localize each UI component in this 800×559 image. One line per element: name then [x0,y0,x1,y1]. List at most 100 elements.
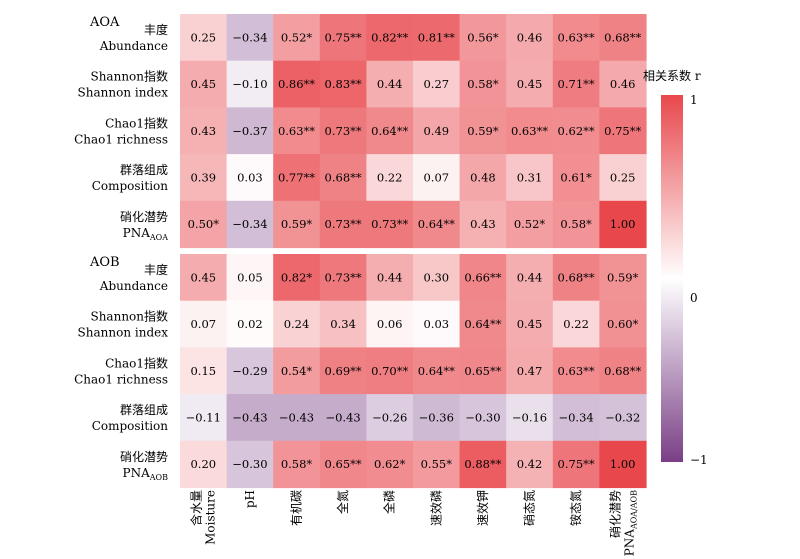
heatmap-cell [552,154,600,202]
cell-value-label: 0.15 [190,364,216,378]
heatmap-cell [319,200,367,249]
cell-value-label: 0.48 [470,171,496,185]
row-label-cn: Chao1指数 [105,115,168,130]
column-label-en: Moisture [203,490,217,545]
heatmap-cell [319,107,367,155]
colorbar-tick-min: −1 [690,453,708,467]
heatmap-cell [319,14,367,62]
cell-value-label: 0.63** [558,364,595,378]
heatmap-cell [599,154,647,202]
cell-value-label: −0.10 [232,77,267,91]
cell-value-label: 0.43 [190,124,216,138]
cell-value-label: 0.64** [464,317,501,331]
heatmap-cell [506,440,554,489]
cell-value-label: 0.02 [237,317,263,331]
heatmap-cell [506,347,554,395]
cell-value-label: 0.25 [610,171,636,185]
heatmap-cell [180,154,228,202]
column-label: pH [243,490,257,508]
heatmap-cell [599,14,647,62]
cell-value-label: −0.32 [605,411,640,425]
column-label: 有机碳 [290,490,304,526]
heatmap-cell [366,200,414,249]
cell-value-label: −0.30 [465,411,500,425]
heatmap-cell [413,60,461,108]
cell-value-label: 0.55* [421,457,453,471]
heatmap-cell [552,440,600,489]
row-label-cn: 硝化潜势 [120,450,168,464]
heatmap-cell [273,347,321,395]
heatmap-cell [459,300,507,348]
heatmap-cell [413,107,461,155]
cell-value-label: 0.73** [325,270,362,284]
row-label-en: Composition [92,419,169,433]
cell-value-label: −0.34 [232,217,267,231]
cell-value-label: 0.73** [325,124,362,138]
heatmap-row: Shannon指数 Shannon index 0.45 −0.10 0.86** 0.8… [78,60,647,108]
heatmap-cell [319,440,367,489]
cell-value-label: 0.68** [604,364,641,378]
heatmap-cell [226,107,274,155]
heatmap-cell [552,347,600,395]
column-label-en: pH [243,490,257,508]
column-label-en: PNAAOA/AOB [623,490,639,556]
cell-value-label: 0.65** [464,364,501,378]
row-label-cn: 硝化潜势 [120,210,168,224]
column-label-cn: 全氮 [335,490,350,514]
heatmap-cell [552,107,600,155]
cell-value-label: 0.59* [607,270,639,284]
heatmap-cell [273,394,321,442]
heatmap-cell [273,107,321,155]
heatmap-cell [366,60,414,108]
cell-value-label: 0.59* [467,124,499,138]
row-label-cn: Shannon指数 [90,69,168,84]
cell-value-label: 0.66** [464,270,501,284]
heatmap-row: 硝化潜势 PNAAOA 0.50* −0.34 0.59* 0.73** 0.73** 0.6… [120,200,647,249]
heatmap-cell [506,107,554,155]
cell-value-label: 0.54* [281,364,313,378]
cell-value-label: 0.69** [325,364,362,378]
column-label: 速效磷 [428,490,443,526]
row-label-en: Abundance [99,39,168,53]
heatmap-cell [459,440,507,489]
row-label-en: Shannon index [78,326,169,340]
row-label-cn: 丰度 [144,22,168,37]
heatmap-panels: AOA 丰度 Abundance 0.25 −0.34 0.52* 0.75** 0.82**… [74,14,647,489]
heatmap-cell [226,60,274,108]
heatmap-cell [459,14,507,62]
cell-value-label: 0.49 [423,124,449,138]
heatmap-cell [506,254,554,302]
column-label: 速效钾 [475,490,490,526]
subscript: AOA [149,233,168,242]
heatmap-row: Chao1指数 Chao1 richness 0.43 −0.37 0.63** 0.73… [74,107,647,155]
column-label: 硝态氮 [522,490,537,526]
heatmap-row: 丰度 Abundance 0.25 −0.34 0.52* 0.75** 0.82** 0.8… [99,14,647,62]
heatmap-cell [273,440,321,489]
cell-value-label: 0.68** [558,270,595,284]
heatmap-cell [413,394,461,442]
cell-value-label: 0.82* [281,270,313,284]
column-label: 含水量 Moisture [188,490,217,545]
heatmap-cell [599,107,647,155]
cell-value-label: 0.88** [464,457,501,471]
heatmap-cell [459,347,507,395]
heatmap-row: 群落组成 Composition 0.39 0.03 0.77** 0.68** 0.22 0… [92,154,647,202]
heatmap-cell [459,154,507,202]
cell-value-label: 0.44 [377,270,403,284]
heatmap-cell [319,254,367,302]
cell-value-label: 0.06 [377,317,403,331]
colorbar-tick-max: 1 [690,93,698,107]
heatmap-cell [180,200,228,249]
column-label: 全氮 [335,490,350,514]
panel-aoa: AOA 丰度 Abundance 0.25 −0.34 0.52* 0.75** 0.82**… [74,14,647,249]
cell-value-label: −0.37 [232,124,267,138]
cell-value-label: 0.34 [330,317,356,331]
heatmap-cell [180,300,228,348]
heatmap-cell [226,254,274,302]
heatmap-cell [552,200,600,249]
cell-value-label: −0.11 [186,411,221,425]
cell-value-label: 0.07 [423,171,449,185]
heatmap-cell [459,200,507,249]
cell-value-label: −0.16 [512,411,547,425]
